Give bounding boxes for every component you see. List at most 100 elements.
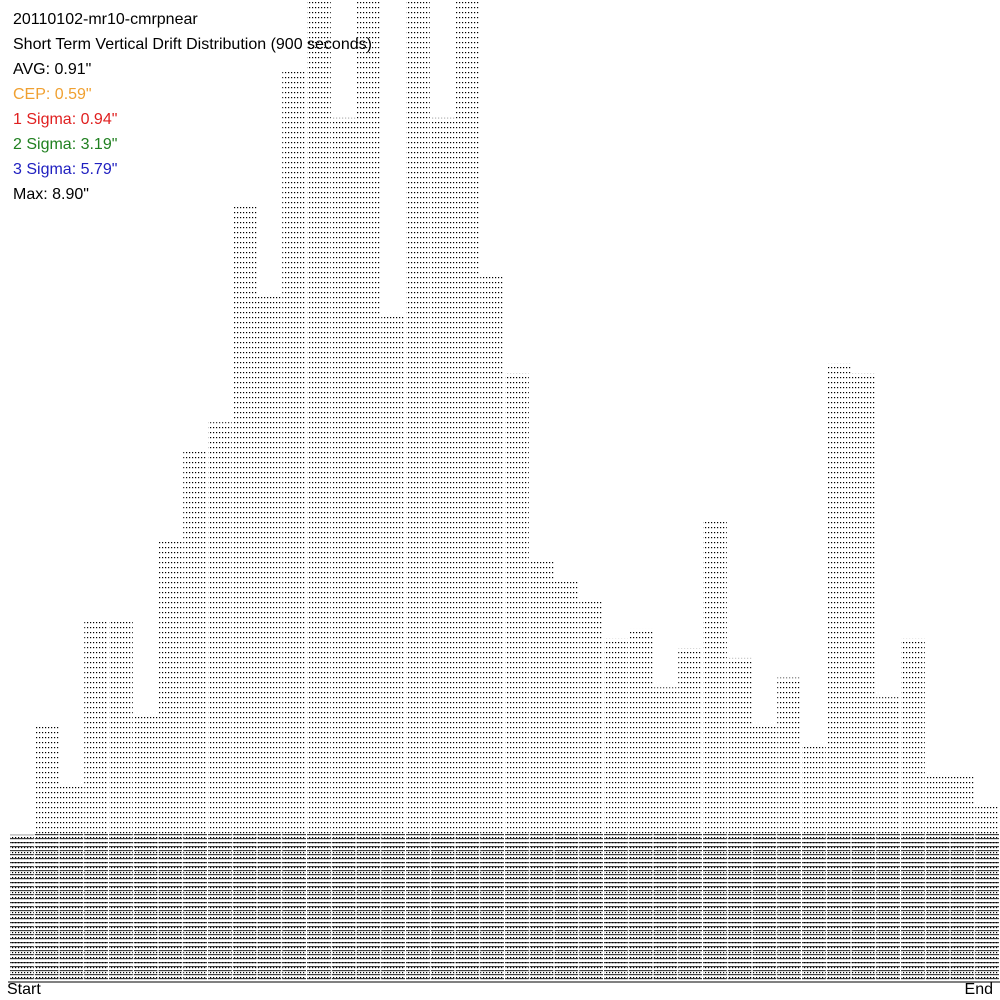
dot-column-dense: [802, 832, 826, 982]
dot-column-dense: [826, 832, 851, 982]
dot-column-dense: [727, 832, 752, 982]
plot-area: [10, 0, 999, 983]
x-end-label: End: [965, 981, 993, 998]
dot-column: [430, 117, 455, 983]
dot-column: [554, 579, 579, 982]
dot-column: [455, 0, 480, 982]
dot-column: [727, 657, 752, 982]
dot-column-dense: [84, 832, 108, 982]
dot-column: [505, 373, 529, 982]
chart-subtitle: Short Term Vertical Drift Distribution (…: [13, 36, 372, 53]
dot-column-dense: [307, 832, 331, 982]
dot-column-dense: [208, 832, 232, 982]
dot-column: [703, 520, 727, 982]
dot-column: [381, 314, 405, 982]
dot-column-dense: [282, 832, 306, 982]
dot-column-dense: [876, 832, 900, 982]
dot-column-dense: [109, 832, 133, 982]
dot-column-body: [331, 117, 356, 983]
dot-column: [257, 294, 282, 983]
dot-column: [826, 363, 851, 983]
dot-column: [59, 785, 84, 982]
dot-column-dense: [703, 832, 727, 982]
dot-column-body: [356, 0, 381, 982]
dot-column-dense: [480, 832, 504, 982]
dot-column: [802, 746, 826, 982]
dot-column-body: [505, 373, 529, 982]
dot-column-dense: [183, 832, 207, 982]
dot-column-dense: [975, 832, 999, 982]
stats: AVG: 0.91" CEP: 0.59" 1 Sigma: 0.94" 2 Sigm…: [13, 61, 117, 203]
dot-column: [331, 117, 356, 983]
dot-column: [653, 687, 678, 982]
dot-column: [158, 540, 183, 982]
stat-line: 1 Sigma: 0.94": [13, 111, 117, 128]
dot-column: [876, 697, 900, 982]
dot-column: [579, 599, 603, 982]
dot-column-dense: [505, 832, 529, 982]
dot-column: [628, 628, 653, 982]
x-start-label: Start: [7, 981, 41, 998]
dot-column: [480, 274, 504, 983]
dot-column: [183, 451, 207, 983]
dot-column: [925, 775, 950, 982]
dot-column: [604, 638, 628, 982]
dot-column-dense: [356, 832, 381, 982]
stat-line: 2 Sigma: 3.19": [13, 136, 117, 153]
dot-column: [10, 834, 34, 982]
chart-title: 20110102-mr10-cmrpnear: [13, 11, 198, 28]
dot-column-body: [307, 0, 331, 982]
dot-column: [133, 716, 158, 982]
dot-column: [678, 648, 702, 982]
dot-column-body: [257, 294, 282, 983]
dot-column: [84, 618, 108, 982]
dot-column: [406, 0, 430, 982]
dot-column-body: [406, 0, 430, 982]
dot-column-dense: [430, 832, 455, 982]
dot-column-dense: [529, 832, 554, 982]
dot-column-body: [826, 363, 851, 983]
dot-column-dense: [579, 832, 603, 982]
dot-column: [777, 677, 801, 982]
dot-column-dense: [777, 832, 801, 982]
dot-column-dense: [678, 832, 702, 982]
dot-column: [950, 775, 975, 982]
dot-column-body: [851, 373, 876, 982]
dot-column: [752, 726, 777, 982]
dot-column-dense: [257, 832, 282, 982]
dot-column: [901, 638, 925, 982]
stat-line: 3 Sigma: 5.79": [13, 161, 117, 178]
dot-column-dense: [331, 832, 356, 982]
dot-column: [109, 618, 133, 982]
dot-column: [232, 206, 257, 983]
dot-column-dense: [406, 832, 430, 982]
dot-column-dense: [133, 832, 158, 982]
stat-line: Max: 8.90": [13, 186, 89, 203]
dot-column-dense: [925, 832, 950, 982]
dot-column-dense: [901, 832, 925, 982]
dot-column-body: [430, 117, 455, 983]
dot-column-dense: [158, 832, 183, 982]
dot-column-body: [232, 206, 257, 983]
dot-column-dense: [604, 832, 628, 982]
stat-line: AVG: 0.91": [13, 61, 91, 78]
dot-column-dense: [628, 832, 653, 982]
dot-column-dense: [950, 832, 975, 982]
dot-column: [208, 422, 232, 982]
dot-column-body: [480, 274, 504, 983]
dot-column-body: [381, 314, 405, 982]
dot-column-dense: [59, 832, 84, 982]
dot-column: [356, 0, 381, 982]
dot-column-dense: [653, 832, 678, 982]
dot-column-dense: [455, 832, 480, 982]
dot-column: [307, 0, 331, 982]
dot-column-body: [455, 0, 480, 982]
dot-column: [34, 726, 59, 982]
dot-column: [529, 559, 554, 982]
dot-column: [282, 68, 306, 983]
dot-column-dense: [232, 832, 257, 982]
dot-column-dense: [381, 832, 405, 982]
dot-column-dense: [851, 832, 876, 982]
